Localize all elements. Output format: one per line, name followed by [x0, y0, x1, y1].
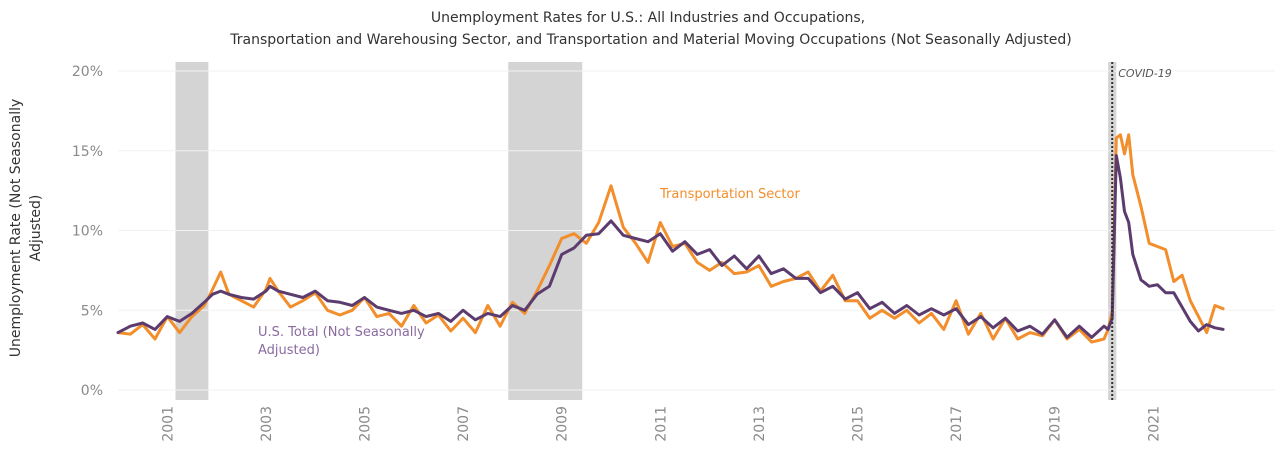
- y-axis-label-line-2: Adjusted): [28, 195, 44, 262]
- x-tick-label: 2009: [555, 406, 571, 442]
- y-tick-label: 5%: [81, 303, 103, 319]
- x-tick-label: 2017: [949, 406, 965, 442]
- series-line-1: [116, 133, 1225, 344]
- x-tick-label: 2019: [1048, 406, 1064, 442]
- gridlines: [118, 70, 1275, 391]
- y-tick-label: 15%: [72, 144, 103, 160]
- y-axis-label-line-1: Unemployment Rate (Not Seasonally: [8, 99, 24, 358]
- annotation-transportation-sector: Transportation Sector: [659, 187, 800, 202]
- y-axis-ticks: 0% 5% 10% 15% 20%: [72, 64, 103, 399]
- y-axis-label: Unemployment Rate (Not Seasonally Adjust…: [8, 99, 44, 358]
- x-tick-label: 2013: [752, 406, 768, 442]
- y-tick-label: 10%: [72, 224, 103, 240]
- series-lines: [116, 133, 1225, 344]
- x-tick-label: 2005: [358, 406, 374, 442]
- chart-title-line-2: Transportation and Warehousing Sector, a…: [229, 32, 1071, 48]
- x-tick-label: 2015: [851, 406, 867, 442]
- chart-title-line-1: Unemployment Rates for U.S.: All Industr…: [431, 10, 865, 26]
- chart-title: Unemployment Rates for U.S.: All Industr…: [229, 10, 1071, 48]
- x-tick-label: 2021: [1146, 406, 1162, 442]
- y-tick-label: 20%: [72, 64, 103, 80]
- annotation-us-total-line-2: Adjusted): [258, 343, 320, 358]
- y-tick-label: 0%: [81, 383, 103, 399]
- x-tick-label: 2011: [653, 406, 669, 442]
- covid-marker: COVID-19: [1111, 62, 1172, 400]
- series-annotations: Transportation Sector U.S. Total (Not Sea…: [258, 187, 800, 358]
- series-line-2: [116, 154, 1225, 339]
- x-tick-label: 2003: [259, 406, 275, 442]
- x-tick-label: 2007: [456, 406, 472, 442]
- x-axis-ticks: 2001 2003 2005 2007 2009 2011 2013 2015 2017 2019…: [160, 406, 1162, 442]
- covid-marker-label: COVID-19: [1118, 67, 1172, 80]
- x-tick-label: 2001: [160, 406, 176, 442]
- annotation-us-total-line-1: U.S. Total (Not Seasonally: [258, 325, 425, 340]
